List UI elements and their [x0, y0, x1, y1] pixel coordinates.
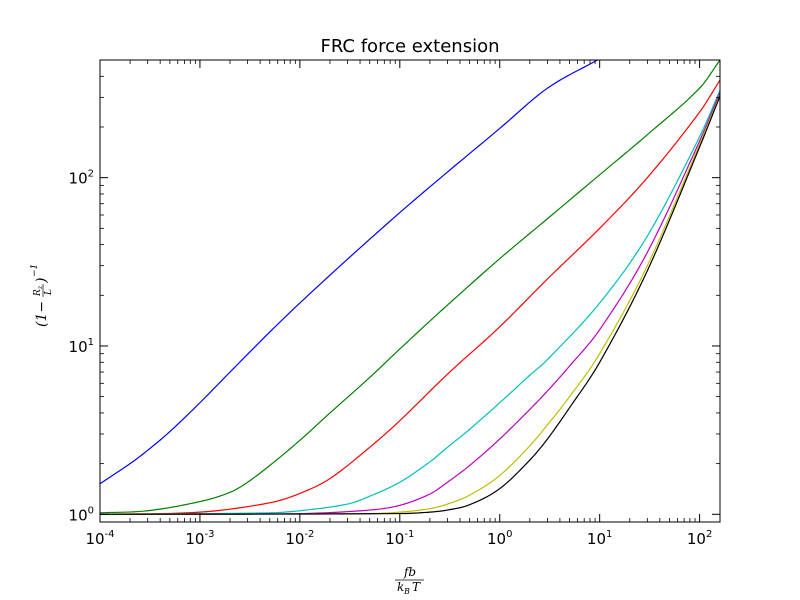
x-axis-label-numerator: fb — [403, 565, 416, 579]
y-axis-label: (1− R z L ) −1 — [30, 264, 54, 327]
x-tick-label-5: 100 — [487, 529, 512, 548]
x-axis-label: fb k B T — [395, 565, 424, 596]
y-axis-label-frac-den: L — [44, 289, 54, 296]
series-line-3 — [100, 79, 720, 515]
x-tick-label-7: 102 — [687, 529, 712, 548]
y-axis-label-frac-num-sub: z — [37, 285, 44, 290]
series-line-5 — [100, 92, 720, 515]
series-layer — [100, 60, 720, 515]
x-tick-label-2: 10-3 — [185, 529, 214, 548]
y-tick-label-1: 100 — [69, 505, 94, 524]
x-tick-label-6: 101 — [587, 529, 612, 548]
series-line-2 — [100, 60, 720, 514]
x-tick-label-3: 10-2 — [285, 529, 314, 548]
chart-title: FRC force extension — [320, 36, 499, 57]
y-axis-label-open: (1− — [34, 301, 50, 327]
x-axis-label-denominator-k: k — [397, 580, 404, 594]
x-axis-label-denominator-sub: B — [403, 587, 410, 596]
series-line-6 — [100, 94, 720, 515]
y-axis-label-close: ) — [34, 278, 50, 284]
series-line-7 — [100, 95, 720, 515]
series-line-4 — [100, 90, 720, 515]
series-line-1 — [100, 60, 598, 485]
plot-frame — [99, 59, 721, 523]
tick-layer: 10-4 10-3 10-2 10-1 100 101 102 100 101 102 — [69, 59, 720, 548]
y-tick-label-3: 102 — [69, 169, 94, 188]
x-tick-label-1: 10-4 — [85, 529, 114, 548]
x-tick-label-4: 10-1 — [385, 529, 414, 548]
x-axis-label-denominator-t: T — [412, 580, 421, 594]
y-tick-label-2: 101 — [69, 337, 94, 356]
y-axis-label-frac-num: R — [33, 289, 43, 297]
y-axis-label-exponent: −1 — [30, 264, 40, 277]
